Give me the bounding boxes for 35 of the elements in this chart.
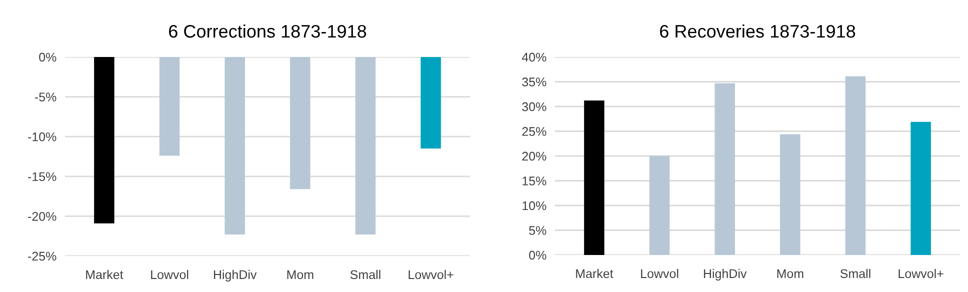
- x-tick-label: Mom: [777, 269, 804, 278]
- x-tick-label: Market: [86, 270, 124, 280]
- y-tick-label: -10%: [28, 132, 56, 142]
- x-tick-label: HighDiv: [704, 268, 747, 281]
- y-tick-label: 0%: [529, 250, 546, 260]
- bar: [780, 134, 800, 255]
- y-tick-label: -20%: [28, 212, 56, 221]
- y-tick-label: -25%: [28, 252, 56, 261]
- x-tick-label: Small: [840, 268, 870, 278]
- y-tick-label: 25%: [522, 127, 546, 136]
- y-tick-label: 30%: [522, 102, 546, 112]
- bar: [714, 83, 735, 255]
- y-tick-label: -5%: [34, 92, 56, 102]
- chart-title: 6 Corrections 1873-1918: [169, 24, 366, 38]
- y-tick-label: 15%: [522, 176, 546, 186]
- x-tick-label: Small: [350, 270, 380, 280]
- x-tick-label: Lowvol+: [408, 270, 454, 280]
- x-tick-label: Lowvol: [151, 270, 188, 280]
- x-tick-label: Mom: [287, 270, 314, 280]
- x-tick-label: Lowvol+: [898, 268, 944, 278]
- x-tick-label: HighDiv: [214, 270, 257, 282]
- y-tick-label: 35%: [522, 78, 546, 86]
- chart-title: 6 Recoveries 1873-1918: [660, 24, 856, 38]
- bar: [649, 156, 670, 255]
- bar: [845, 76, 866, 255]
- y-tick-label: 10%: [522, 201, 546, 210]
- y-tick-label: 5%: [529, 226, 546, 235]
- bar: [584, 100, 604, 255]
- x-tick-label: Lowvol: [641, 268, 678, 278]
- x-tick-label: Market: [576, 268, 614, 278]
- y-tick-label: -15%: [28, 172, 56, 182]
- y-tick-label: 40%: [522, 52, 546, 62]
- bar: [910, 122, 931, 255]
- y-tick-label: 20%: [522, 152, 546, 161]
- y-tick-label: 0%: [39, 52, 56, 62]
